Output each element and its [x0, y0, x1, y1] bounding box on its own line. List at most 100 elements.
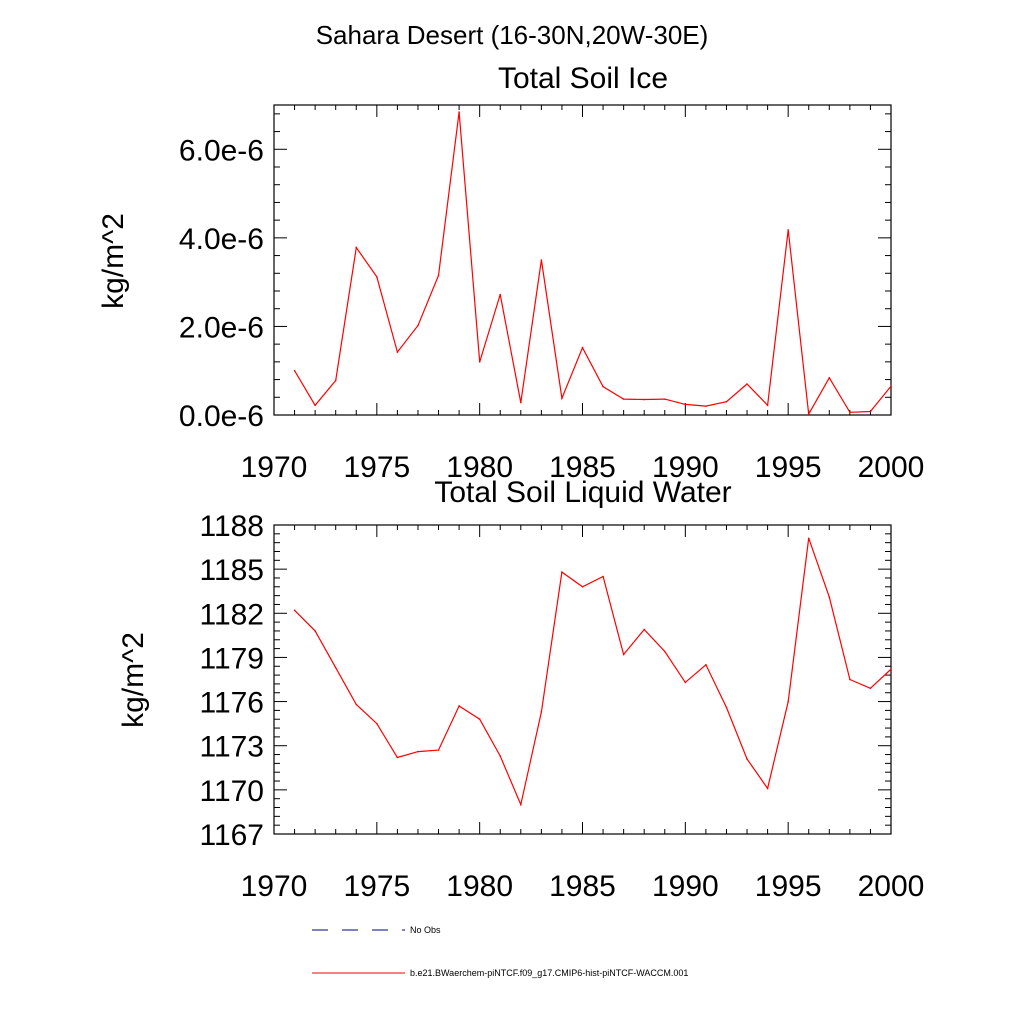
- soil-liquid-water-axes: 1970 1975 1980 1985 1990 1995 2000 1167 1170 1173…: [199, 510, 924, 903]
- data-point: [458, 111, 460, 113]
- x-tick-label: 1985: [549, 451, 616, 484]
- data-point: [581, 346, 584, 349]
- data-point: [890, 668, 892, 670]
- data-point: [622, 398, 625, 400]
- data-point: [376, 276, 378, 278]
- soil-liquid-water-panel: Total Soil Liquid Water kg/m^2 1970 1975 1…: [117, 476, 924, 903]
- data-point: [602, 385, 604, 388]
- figure-suptitle: Sahara Desert (16-30N,20W-30E): [316, 20, 709, 50]
- data-point: [355, 703, 358, 706]
- legend-label-no-obs: No Obs: [410, 925, 441, 935]
- soil-ice-series-line: [294, 112, 892, 417]
- data-point: [684, 681, 687, 684]
- x-tick-label: 1980: [446, 451, 513, 484]
- x-tick-label: 1970: [241, 451, 308, 484]
- x-tick-label: 1995: [755, 451, 822, 484]
- y-tick-label: 1173: [199, 731, 264, 764]
- legend-item-no-obs: No Obs: [312, 925, 441, 935]
- x-tick-label: 1970: [241, 870, 308, 903]
- data-point: [663, 398, 666, 400]
- soil-ice-ylabel: kg/m^2: [97, 213, 130, 309]
- soil-liquid-water-title: Total Soil Liquid Water: [434, 476, 731, 509]
- plot-frame: [273, 104, 892, 416]
- y-tick-label: 1170: [199, 775, 264, 808]
- data-point: [520, 803, 522, 806]
- data-point: [890, 385, 892, 388]
- legend-label-model: b.e21.BWaerchem-piNTCF.f09_g17.CMIP6-his…: [410, 968, 688, 978]
- data-point: [746, 758, 748, 760]
- data-point: [478, 718, 481, 721]
- y-tick-label: 1182: [199, 598, 264, 631]
- data-point: [663, 650, 666, 653]
- y-tick-label: 1179: [199, 642, 264, 675]
- data-point: [334, 379, 337, 382]
- data-point: [540, 259, 543, 261]
- data-point: [828, 596, 831, 598]
- y-tick-label: 0.0e-6: [179, 400, 264, 433]
- data-point: [437, 274, 440, 277]
- x-tick-label: 1990: [652, 451, 719, 484]
- data-point: [499, 293, 502, 296]
- data-point: [376, 722, 378, 725]
- data-point: [869, 410, 872, 413]
- data-point: [849, 411, 851, 414]
- x-tick-label: 2000: [858, 870, 925, 903]
- data-point: [746, 383, 748, 385]
- data-point: [828, 377, 831, 379]
- legend: No Obs b.e21.BWaerchem-piNTCF.f09_g17.CM…: [312, 925, 688, 978]
- data-point: [396, 351, 399, 353]
- data-point: [355, 246, 358, 249]
- data-point: [561, 571, 563, 573]
- x-tick-label: 1990: [652, 870, 719, 903]
- x-tick-label: 1985: [549, 870, 616, 903]
- data-point: [417, 750, 419, 753]
- soil-liquid-water-ylabel: kg/m^2: [117, 632, 150, 728]
- data-point: [622, 653, 625, 656]
- y-tick-label: 1176: [199, 687, 264, 720]
- data-point: [540, 711, 543, 713]
- y-tick-label: 1167: [199, 819, 264, 852]
- soil-ice-title: Total Soil Ice: [498, 62, 668, 95]
- x-tick-label: 1975: [343, 870, 410, 903]
- data-point: [314, 630, 316, 632]
- y-tick-label: 2.0e-6: [179, 311, 264, 344]
- data-point: [478, 361, 481, 363]
- data-point: [705, 405, 707, 407]
- soil-ice-axes: 1970 1975 1980 1985 1990 1995 2000 0.0e-6 2.0e-6…: [179, 104, 925, 484]
- soil-ice-panel: Total Soil Ice kg/m^2 1970 1975 1980 1985 19…: [97, 62, 924, 484]
- data-point: [766, 404, 769, 407]
- data-point: [684, 403, 687, 406]
- y-tick-label: 6.0e-6: [179, 134, 264, 167]
- data-point: [458, 705, 460, 707]
- data-point: [520, 401, 522, 404]
- data-point: [705, 663, 707, 666]
- data-point: [807, 537, 810, 540]
- data-point: [499, 755, 502, 757]
- data-point: [807, 413, 810, 415]
- data-point: [787, 700, 789, 703]
- data-point: [602, 575, 604, 578]
- data-point: [437, 749, 440, 751]
- x-tick-label: 1995: [755, 870, 822, 903]
- y-tick-label: 4.0e-6: [179, 223, 264, 256]
- data-point: [766, 787, 769, 790]
- data-point: [293, 369, 296, 372]
- data-point: [869, 687, 872, 690]
- data-point: [787, 229, 789, 231]
- data-point: [581, 586, 584, 588]
- data-point: [417, 324, 419, 327]
- data-point: [725, 400, 728, 403]
- y-tick-label: 1185: [199, 554, 264, 587]
- data-point: [849, 678, 851, 681]
- data-point: [334, 666, 337, 669]
- data-point: [643, 628, 645, 631]
- data-point: [293, 609, 296, 612]
- legend-item-model: b.e21.BWaerchem-piNTCF.f09_g17.CMIP6-his…: [312, 968, 688, 978]
- x-tick-label: 2000: [858, 451, 925, 484]
- data-point: [314, 404, 316, 407]
- data-point: [396, 756, 399, 759]
- x-tick-label: 1975: [343, 451, 410, 484]
- soil-liquid-water-series-line: [294, 538, 892, 807]
- y-tick-label: 1188: [199, 510, 264, 543]
